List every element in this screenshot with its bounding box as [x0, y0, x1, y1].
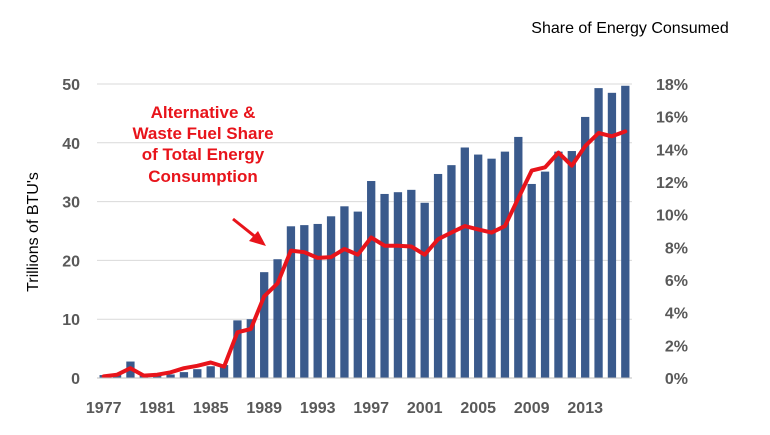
bar [447, 165, 456, 378]
bar [286, 226, 296, 378]
bar [166, 374, 175, 378]
annotation-line: Waste Fuel Share [132, 124, 273, 143]
bar [206, 366, 215, 378]
bar [393, 192, 403, 378]
annotation-line: Consumption [148, 167, 258, 186]
bar-series [99, 85, 630, 378]
right-tick-label: 4% [665, 306, 688, 323]
bar [514, 136, 523, 378]
bar [500, 151, 510, 378]
x-tick-label: 1989 [246, 400, 282, 417]
bar [594, 88, 603, 378]
share-line [101, 129, 628, 379]
bar [420, 202, 429, 378]
x-tick-label: 1977 [86, 400, 122, 417]
right-axis-title: Share of Energy Consumed [531, 20, 728, 37]
bar [554, 151, 563, 378]
left-tick-label: 40 [62, 136, 80, 153]
left-tick-label: 20 [62, 253, 80, 270]
right-tick-label: 6% [665, 273, 688, 290]
bar [233, 320, 242, 378]
bar [367, 181, 376, 378]
x-tick-label: 1997 [353, 400, 389, 417]
right-tick-label: 14% [656, 142, 688, 159]
bar [326, 216, 336, 378]
x-tick-label: 2001 [407, 400, 443, 417]
right-tick-label: 0% [665, 371, 688, 388]
bar [581, 116, 590, 378]
left-tick-label: 0 [71, 371, 80, 388]
bar [433, 173, 443, 378]
bar [460, 147, 469, 378]
annotation-line: of Total Energy [142, 145, 265, 164]
bar [567, 151, 576, 378]
bar [487, 158, 496, 378]
right-tick-label: 2% [665, 338, 688, 355]
bar [260, 272, 269, 378]
x-tick-label: 1993 [300, 400, 336, 417]
left-tick-label: 30 [62, 195, 80, 212]
annotation-arrow [232, 217, 266, 246]
x-tick-label: 2009 [514, 400, 550, 417]
left-tick-label: 50 [62, 77, 80, 94]
x-tick-label: 1981 [139, 400, 175, 417]
annotation: Alternative & Waste Fuel Share of Total En… [132, 103, 273, 186]
bar [540, 171, 550, 378]
bar [313, 223, 322, 378]
bar [380, 193, 389, 378]
x-tick-label: 1985 [193, 400, 229, 417]
bar [353, 211, 362, 378]
bar [179, 372, 189, 378]
arrow-head [249, 231, 266, 246]
bar [246, 319, 255, 378]
bar [340, 206, 349, 378]
annotation-line: Alternative & [151, 103, 256, 122]
left-axis-title: Trillions of BTU's [25, 172, 42, 292]
x-axis-ticks: 1977 1981 1985 1989 1993 1997 2001 2005 2009 2013 [86, 400, 603, 417]
line-series-group [101, 129, 628, 379]
bar [621, 85, 630, 378]
bar [273, 259, 282, 378]
right-axis-ticks: 0% 2% 4% 6% 8% 10% 12% 14% 16% 18% [656, 77, 688, 388]
left-axis-ticks: 0 10 20 30 40 50 [62, 77, 80, 388]
left-tick-label: 10 [62, 312, 80, 329]
bar [193, 369, 202, 378]
bar [474, 154, 483, 378]
x-tick-label: 2013 [567, 400, 603, 417]
bar [607, 92, 617, 378]
bar [219, 365, 229, 378]
right-tick-label: 16% [656, 110, 688, 127]
bar [407, 189, 416, 378]
x-tick-label: 2005 [460, 400, 496, 417]
bar [300, 225, 309, 378]
right-tick-label: 18% [656, 77, 688, 94]
right-tick-label: 12% [656, 175, 688, 192]
right-tick-label: 10% [656, 208, 688, 225]
right-tick-label: 8% [665, 240, 688, 257]
bar [527, 183, 536, 378]
